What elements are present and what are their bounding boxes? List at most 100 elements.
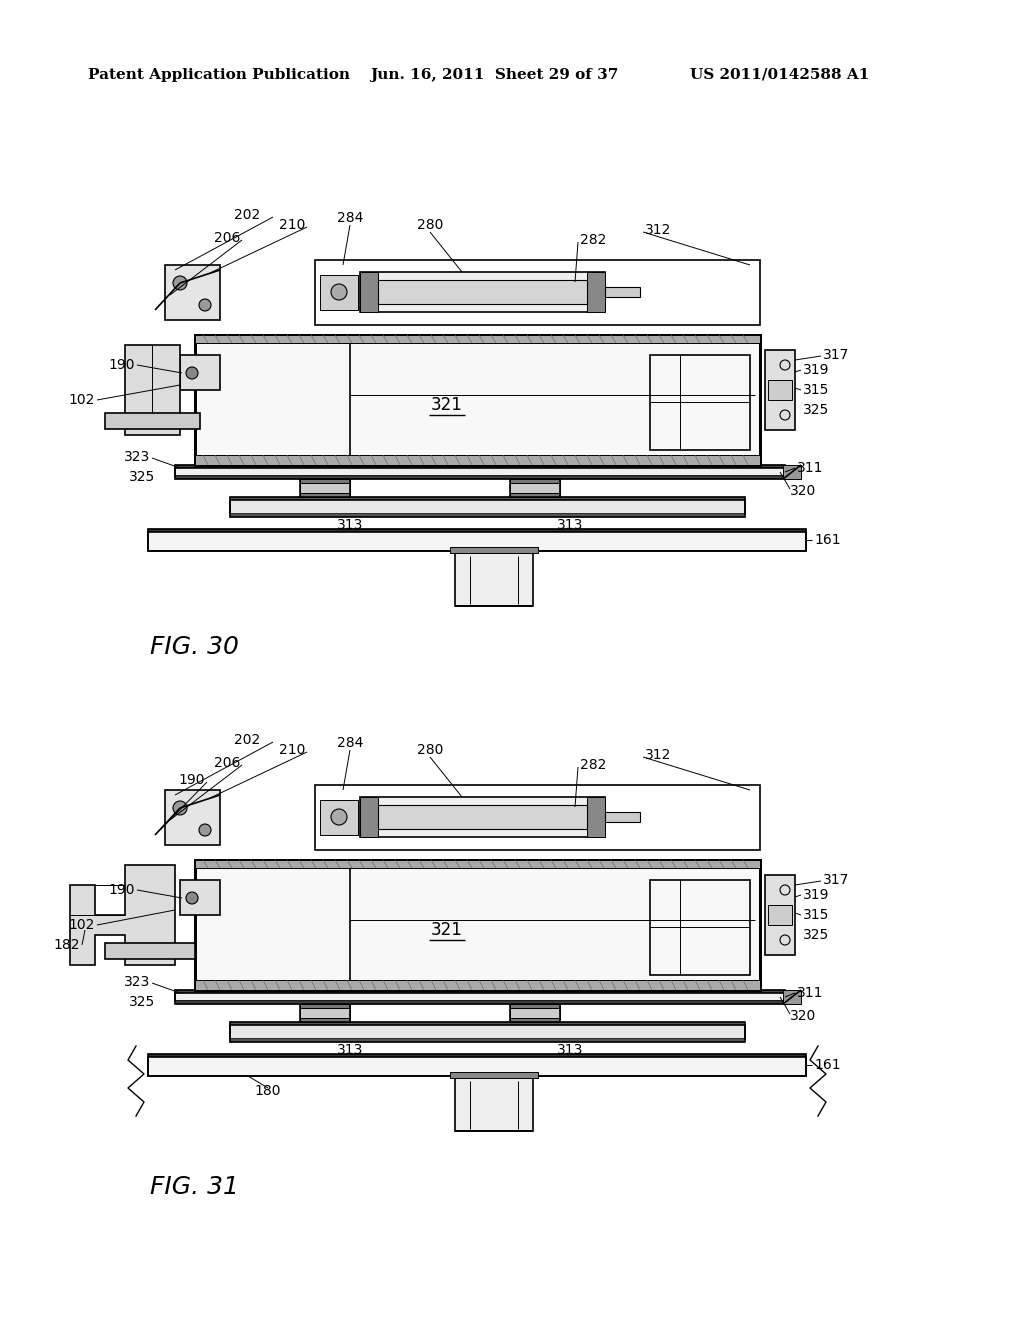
Text: 280: 280: [417, 218, 443, 232]
Bar: [510, 483, 560, 492]
Bar: [230, 1026, 745, 1039]
Text: 311: 311: [797, 986, 823, 1001]
Bar: [195, 335, 760, 465]
Bar: [360, 797, 378, 837]
Bar: [148, 532, 806, 550]
Bar: [300, 479, 350, 483]
Text: 319: 319: [803, 888, 829, 902]
Text: 284: 284: [337, 211, 364, 224]
Bar: [300, 1005, 350, 1008]
Text: 312: 312: [645, 223, 672, 238]
Text: 321: 321: [431, 396, 463, 414]
Text: 313: 313: [337, 517, 364, 532]
Text: 319: 319: [803, 363, 829, 378]
Bar: [175, 990, 785, 993]
Bar: [148, 529, 806, 550]
Bar: [230, 1022, 745, 1026]
Bar: [195, 861, 760, 869]
Bar: [148, 1053, 806, 1076]
Text: 320: 320: [790, 484, 816, 498]
Bar: [768, 380, 792, 400]
Bar: [175, 465, 785, 469]
Bar: [195, 979, 760, 990]
Text: 210: 210: [279, 743, 305, 756]
Text: 323: 323: [124, 450, 150, 465]
Bar: [180, 880, 220, 915]
Text: 325: 325: [803, 403, 829, 417]
Bar: [765, 875, 795, 954]
Text: 202: 202: [233, 209, 260, 222]
Bar: [175, 990, 785, 1005]
Bar: [605, 812, 640, 822]
Bar: [148, 1057, 806, 1076]
Bar: [510, 492, 560, 498]
Text: US 2011/0142588 A1: US 2011/0142588 A1: [690, 69, 869, 82]
Bar: [300, 483, 350, 492]
Bar: [315, 260, 760, 325]
Text: 210: 210: [279, 218, 305, 232]
Bar: [360, 272, 378, 312]
Bar: [300, 1018, 350, 1022]
Circle shape: [173, 801, 187, 814]
Text: 320: 320: [790, 1008, 816, 1023]
Polygon shape: [70, 865, 175, 965]
Bar: [360, 272, 605, 312]
Bar: [195, 861, 760, 990]
Bar: [230, 498, 745, 517]
Text: 161: 161: [814, 1059, 841, 1072]
Bar: [510, 1018, 560, 1022]
Circle shape: [199, 300, 211, 312]
Bar: [650, 880, 750, 975]
Bar: [230, 513, 745, 517]
Circle shape: [186, 367, 198, 379]
Bar: [300, 1005, 350, 1022]
Circle shape: [173, 276, 187, 290]
Bar: [455, 1076, 534, 1131]
Bar: [175, 469, 785, 477]
Text: 182: 182: [53, 939, 80, 952]
Bar: [768, 906, 792, 925]
Bar: [319, 275, 358, 310]
Bar: [230, 500, 745, 513]
Bar: [165, 789, 220, 845]
Text: 102: 102: [69, 393, 95, 407]
Bar: [360, 797, 605, 837]
Bar: [510, 479, 560, 483]
Bar: [175, 465, 785, 479]
Bar: [587, 797, 605, 837]
Text: 280: 280: [417, 743, 443, 756]
Polygon shape: [783, 990, 801, 1005]
Bar: [230, 1039, 745, 1041]
Text: 284: 284: [337, 737, 364, 750]
Polygon shape: [783, 465, 801, 479]
Text: 323: 323: [124, 975, 150, 989]
Text: 313: 313: [557, 1043, 584, 1057]
Bar: [510, 479, 560, 498]
Bar: [195, 335, 760, 343]
Text: 102: 102: [69, 917, 95, 932]
Bar: [230, 1022, 745, 1041]
Text: 190: 190: [178, 774, 205, 787]
Bar: [230, 498, 745, 500]
Bar: [319, 800, 358, 836]
Text: 325: 325: [803, 928, 829, 942]
Text: 315: 315: [803, 908, 829, 921]
Bar: [510, 1008, 560, 1018]
Text: 190: 190: [109, 358, 135, 372]
Bar: [148, 1053, 806, 1057]
Bar: [587, 272, 605, 312]
Bar: [605, 286, 640, 297]
Bar: [510, 1005, 560, 1022]
Bar: [765, 350, 795, 430]
Bar: [180, 355, 220, 389]
Text: 180: 180: [255, 1084, 282, 1098]
Bar: [125, 345, 180, 436]
Text: 282: 282: [580, 758, 606, 772]
Text: 313: 313: [337, 1043, 364, 1057]
Bar: [195, 335, 760, 465]
Text: FIG. 30: FIG. 30: [150, 635, 239, 659]
Text: FIG. 31: FIG. 31: [150, 1175, 239, 1199]
Text: Patent Application Publication: Patent Application Publication: [88, 69, 350, 82]
Circle shape: [331, 809, 347, 825]
Bar: [148, 529, 806, 532]
